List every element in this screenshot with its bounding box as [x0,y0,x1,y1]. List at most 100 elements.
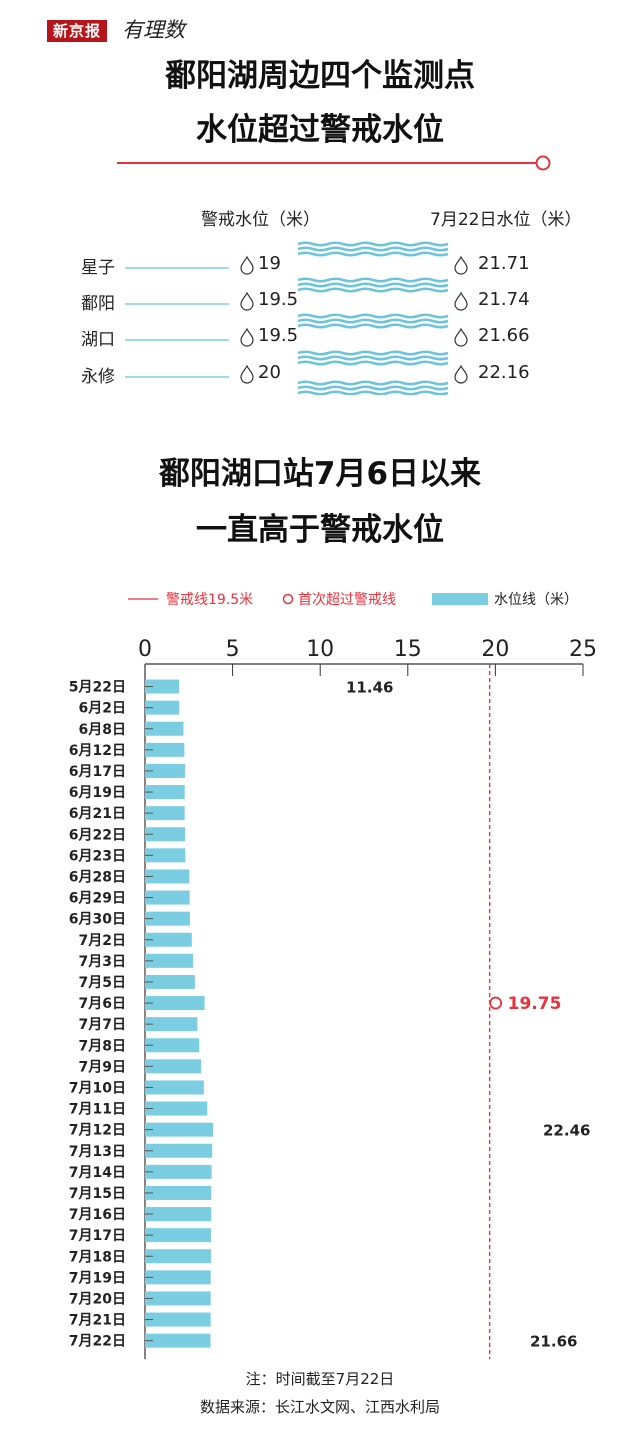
chart-note: 注：时间截至7月22日 [245,1370,395,1388]
category-label: 7月7日 [79,1017,126,1033]
water-drop-icon [454,364,468,384]
water-level-bar [145,1185,212,1200]
station-warning-value: 19 [258,253,281,274]
x-tick-label: 10 [306,637,334,662]
category-label: 7月6日 [79,996,126,1012]
water-wave [297,380,449,386]
legend-water-level-label: 水位线（米） [494,592,578,608]
water-level-bar [145,1143,213,1158]
category-label: 7月18日 [69,1249,126,1265]
water-drop-icon [454,327,468,347]
water-drop-icon [454,291,468,311]
first-exceed-value-label: 19.75 [508,994,562,1014]
water-wave [297,360,449,366]
station-warning-value: 20 [258,362,281,383]
water-drop-icon [454,255,468,275]
first-exceed-marker [489,996,503,1010]
category-label: 6月21日 [69,806,126,822]
water-level-bar [145,953,194,968]
station-name: 湖口 [81,330,115,350]
station-name: 永修 [81,367,115,387]
category-label: 7月9日 [79,1059,126,1075]
category-label: 6月22日 [69,827,126,843]
section2-title-line1: 鄱阳湖口站7月6日以来 [158,456,482,492]
water-wave [297,282,449,288]
water-drop-icon [240,364,254,384]
category-label: 7月3日 [79,954,126,970]
water-level-bar [145,1164,212,1179]
category-label: 6月17日 [69,764,126,780]
station-warning-value: 19.5 [258,325,299,346]
category-label: 7月2日 [79,933,126,949]
water-level-bar [145,806,185,821]
water-wave [297,385,449,391]
header-warning-level: 警戒水位（米） [201,210,320,230]
station-current-value: 21.74 [478,289,530,310]
category-label: 7月22日 [69,1334,126,1350]
water-level-bar [145,1270,211,1285]
water-level-bar [145,1038,200,1053]
x-tick-label: 15 [394,637,422,662]
water-wave [297,350,449,356]
water-level-bar [145,890,190,905]
water-level-chart: 0 5 10 15 20 25 5月22日 6月2日 6月8日 6月12日 6月17日 6月19日 6月… [69,637,597,1360]
category-label: 6月8日 [79,722,126,738]
stations-panel [125,241,468,395]
water-level-bar [145,1291,211,1306]
bar-value-label: 21.66 [530,1333,577,1351]
stations-list: 星子 19 21.71 鄱阳 19.5 21.74 湖口 19.5 21.66 永修 20 22.16 [0,235,640,395]
water-level-bar [145,1122,213,1137]
water-level-bar [145,1080,204,1095]
category-label: 6月30日 [69,912,126,928]
category-label: 6月2日 [79,701,126,717]
water-level-bar [145,1101,208,1116]
category-label: 6月29日 [69,891,126,907]
bar-value-label: 11.46 [346,679,393,697]
category-label: 7月21日 [69,1313,126,1329]
water-level-bar [145,742,185,757]
station-warning-value: 19.5 [258,289,299,310]
section1-title-line2: 水位超过警戒水位 [196,112,444,148]
water-level-bar [145,700,180,715]
brand-logo: 新京报 [47,20,108,42]
legend-bar-icon [432,593,488,605]
station-name: 鄱阳 [81,294,115,314]
water-level-bar [145,1312,211,1327]
water-wave [297,390,449,395]
station-current-value: 21.66 [478,325,530,346]
water-wave [297,251,449,257]
category-label: 7月16日 [69,1207,126,1223]
chart-source: 数据来源：长江水文网、江西水利局 [199,1398,440,1416]
water-level-bar [145,911,190,926]
category-label: 7月14日 [69,1165,126,1181]
category-label: 7月10日 [69,1080,126,1096]
brand-sub-logo: 有理数 [122,18,185,42]
water-level-bar [145,1017,198,1032]
water-level-bar [145,827,185,842]
water-wave [297,277,449,283]
water-level-bar [145,1059,202,1074]
category-label: 7月15日 [69,1186,126,1202]
legend-first-exceed-label: 首次超过警戒线 [298,592,396,608]
category-label: 7月5日 [79,975,126,991]
title-divider [117,155,551,171]
water-level-bar [145,721,184,736]
category-label: 5月22日 [69,680,126,696]
water-wave [297,313,449,319]
category-label: 7月17日 [69,1228,126,1244]
station-name: 星子 [81,258,115,278]
chart-legend [128,593,488,605]
x-tick-label: 25 [569,637,597,662]
category-label: 6月28日 [69,869,126,885]
category-label: 7月19日 [69,1270,126,1286]
water-level-bar [145,848,186,863]
water-drop-icon [240,255,254,275]
category-label: 7月20日 [69,1291,126,1307]
water-level-bar [145,996,205,1011]
water-level-bar [145,785,185,800]
water-drop-icon [240,327,254,347]
water-level-bar [145,869,190,884]
x-tick-label: 0 [138,637,152,662]
water-wave [297,287,449,293]
water-wave [297,246,449,252]
